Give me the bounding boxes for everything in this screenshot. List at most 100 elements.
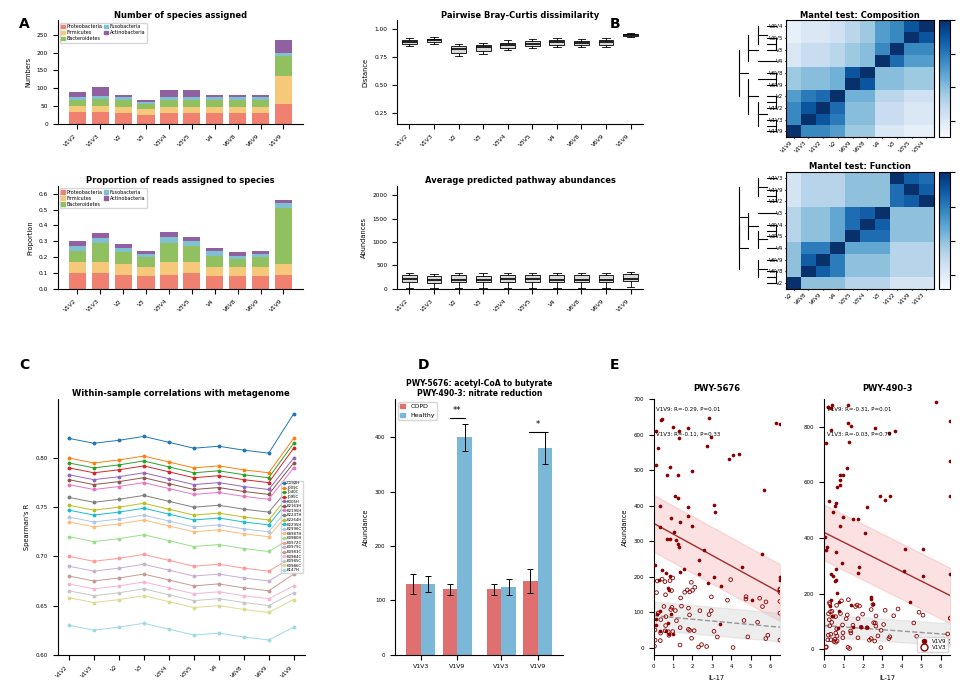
- Point: [828, 627, 844, 638]
- Bar: [183, 100, 201, 106]
- Point: [822, 621, 837, 632]
- Point: [667, 491, 683, 502]
- Point: [827, 501, 842, 512]
- Point: [824, 610, 839, 621]
- Point: [868, 621, 883, 632]
- Point: [820, 402, 835, 413]
- Bar: [137, 251, 155, 254]
- Bar: [114, 275, 132, 289]
- Point: [877, 605, 893, 616]
- Point: [820, 542, 835, 552]
- Point: [835, 627, 851, 638]
- Point: [820, 634, 835, 645]
- Point: [909, 631, 924, 642]
- Point: [769, 417, 784, 428]
- Point: [865, 599, 880, 610]
- Bar: [487, 589, 501, 655]
- Point: [865, 598, 880, 609]
- Point: [658, 589, 673, 600]
- PathPatch shape: [623, 274, 637, 281]
- Bar: [69, 251, 86, 262]
- Bar: [183, 241, 201, 246]
- Point: [684, 520, 700, 531]
- Bar: [91, 113, 108, 123]
- Point: [734, 561, 750, 572]
- Point: [652, 522, 667, 533]
- Point: [841, 400, 856, 411]
- Point: [898, 544, 913, 554]
- Bar: [538, 448, 552, 655]
- Point: [666, 527, 682, 538]
- PathPatch shape: [402, 40, 417, 44]
- Bar: [91, 233, 108, 238]
- Point: [664, 585, 680, 596]
- Point: [671, 493, 686, 504]
- Bar: [275, 203, 292, 208]
- Point: [943, 636, 958, 647]
- Point: [696, 544, 711, 555]
- Point: [691, 568, 707, 579]
- Bar: [229, 256, 247, 258]
- Bar: [206, 276, 224, 289]
- Point: [740, 632, 756, 642]
- Point: [859, 502, 875, 513]
- Bar: [114, 252, 132, 263]
- Bar: [69, 241, 86, 246]
- Point: [853, 621, 869, 632]
- Legend: Proteobacteria, Firmicutes, Bacteroidetes, Fusobacteria, Actinobacteria: Proteobacteria, Firmicutes, Bacteroidete…: [60, 188, 147, 208]
- Point: [756, 484, 771, 495]
- Bar: [69, 113, 86, 123]
- Bar: [91, 262, 108, 273]
- Point: [835, 619, 851, 630]
- Point: [752, 593, 767, 604]
- Point: [840, 642, 855, 653]
- Point: [681, 624, 696, 635]
- Bar: [91, 96, 108, 99]
- Point: [863, 604, 878, 615]
- Point: [828, 611, 843, 622]
- Point: [819, 642, 834, 653]
- Title: PWY-5676: PWY-5676: [693, 384, 740, 393]
- Point: [863, 633, 878, 644]
- Bar: [206, 248, 224, 251]
- Point: [772, 587, 787, 598]
- PathPatch shape: [451, 276, 466, 282]
- Point: [681, 423, 696, 434]
- Point: [915, 570, 930, 581]
- Point: [659, 625, 674, 636]
- Bar: [160, 100, 178, 106]
- Point: [647, 625, 662, 636]
- Bar: [114, 263, 132, 275]
- Bar: [275, 56, 292, 76]
- Point: [916, 544, 931, 554]
- Point: [772, 584, 787, 595]
- PathPatch shape: [549, 40, 564, 45]
- Bar: [252, 106, 269, 113]
- Point: [828, 574, 844, 585]
- Point: [850, 599, 865, 610]
- Point: [702, 609, 717, 620]
- Point: [726, 642, 741, 653]
- Point: [851, 514, 866, 525]
- Point: [680, 510, 695, 521]
- Point: [876, 619, 891, 630]
- Point: [664, 602, 680, 613]
- Point: [699, 641, 714, 652]
- Point: [823, 568, 838, 579]
- Point: [648, 425, 663, 436]
- PathPatch shape: [599, 276, 613, 282]
- Bar: [91, 87, 108, 96]
- Point: [653, 635, 668, 646]
- Point: [760, 629, 776, 640]
- Bar: [229, 106, 247, 113]
- Point: [662, 462, 678, 473]
- Point: [712, 619, 728, 629]
- Text: V1V3: R=-0.11, P=0.33: V1V3: R=-0.11, P=0.33: [656, 432, 721, 437]
- Point: [869, 610, 884, 621]
- Bar: [137, 102, 155, 104]
- Bar: [252, 95, 269, 98]
- Point: [838, 613, 853, 624]
- Point: [681, 603, 696, 614]
- Point: [651, 574, 666, 585]
- Point: [867, 636, 882, 647]
